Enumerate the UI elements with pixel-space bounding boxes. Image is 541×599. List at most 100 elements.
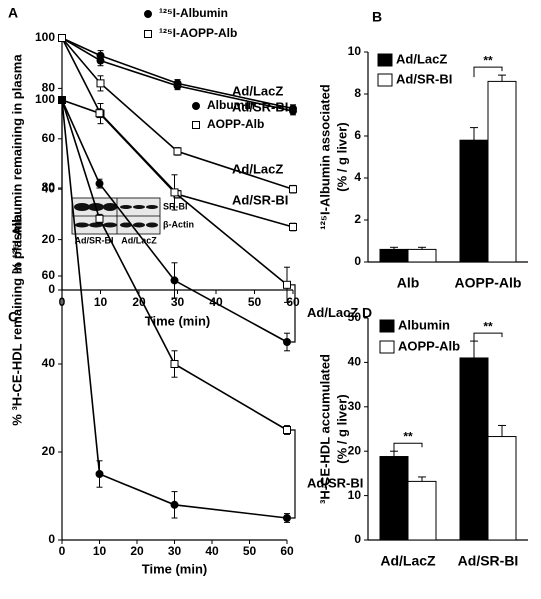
y-tick-label: 30 [348,399,362,413]
x-tick-label: 50 [243,544,257,558]
legend-swatch [379,340,395,354]
y-axis-label: ¹²⁵I-Albumin associated [317,84,332,230]
x-tick-label: 10 [94,295,108,309]
marker [289,223,297,231]
significance-label: ** [403,429,413,443]
curve-label: Ad/LacZ [232,161,283,176]
marker [170,360,179,368]
legend-marker [192,102,200,110]
legend-label: Albumin [207,98,255,112]
marker [95,214,104,223]
y-tick-label: 20 [348,443,362,457]
marker [289,107,297,116]
panel-label: D [362,305,372,321]
legend-label: AOPP-Alb [207,117,264,131]
blot-column-label: Ad/SR-BI [75,235,114,245]
y-tick-label: 20 [42,444,56,458]
x-tick-label: Alb [397,275,420,291]
x-tick-label: 0 [59,544,66,558]
y-tick-label: 6 [354,128,361,142]
line [61,99,288,519]
legend-swatch [377,73,393,87]
legend-label: ¹²⁵I-AOPP-Alb [159,26,237,40]
line [61,99,288,286]
marker [95,179,104,188]
y-tick-label: 80 [42,81,56,95]
x-axis-label: Time (min) [142,561,208,576]
marker [95,109,104,118]
line [61,37,294,190]
line [61,37,294,112]
y-tick-label: 40 [42,181,56,195]
x-tick-label: 50 [248,295,262,309]
y-tick-label: 20 [42,232,56,246]
marker [58,34,66,42]
legend-marker [144,30,152,38]
marker [170,500,179,509]
y-tick-label: 100 [35,92,55,106]
bar [379,456,409,541]
y-tick-label: 50 [348,310,362,324]
legend-label: Albumin [398,317,450,332]
y-tick-label: 8 [354,86,361,100]
marker [170,276,179,285]
line [61,99,288,343]
y-tick-label: 40 [42,356,56,370]
significance-bracket [393,442,423,454]
bar [487,80,517,263]
y-tick-label: 4 [354,170,361,184]
blot-bands [74,203,158,228]
y-axis-label: ³H-CE-HDL accumulated [317,354,332,504]
y-axis-label: % ³H-CE-HDL remaining in plasma [9,214,24,426]
significance-bracket [473,66,503,78]
panel-label: B [372,9,382,25]
x-tick-label: 30 [171,295,185,309]
x-tick-label: AOPP-Alb [455,275,522,291]
blot-row-label: β-Actin [163,219,194,229]
y-tick-label: 0 [48,282,55,296]
y-tick-label: 80 [42,180,56,194]
legend-label: Ad/SR-BI [396,71,452,86]
marker [283,514,291,522]
panel-label: C [8,309,18,325]
marker [58,96,66,104]
marker [283,280,291,289]
line [61,99,288,431]
blot-column-label: Ad/LacZ [121,235,157,245]
marker [95,470,104,478]
bracket [291,284,296,343]
y-axis-label: (% / g liver) [334,122,349,191]
y-tick-label: 10 [348,488,362,502]
y-tick-label: 0 [48,532,55,546]
bar [459,357,489,541]
y-tick-label: 100 [35,30,55,44]
y-axis-label: (% / g liver) [334,394,349,463]
x-axis-label: Time (min) [145,313,211,328]
bracket-label: Ad/SR-BI [307,475,363,490]
western-blot [71,197,161,235]
line [61,37,294,110]
x-tick-label: Ad/LacZ [380,553,436,569]
blot-row-label: SR-BI [163,201,188,211]
bracket [291,429,296,519]
marker [173,147,182,156]
y-tick-label: 60 [42,268,56,282]
marker [283,426,291,434]
x-tick-label: 30 [168,544,182,558]
bar [379,248,409,263]
x-tick-label: 20 [132,295,146,309]
legend-label: AOPP-Alb [398,338,460,353]
x-tick-label: 60 [286,295,300,309]
marker [96,79,105,88]
marker [170,188,179,197]
marker [289,185,297,194]
x-tick-label: Ad/SR-BI [458,553,519,569]
marker [96,56,105,65]
marker [283,338,291,346]
significance-label: ** [483,319,493,333]
x-tick-label: 20 [130,544,144,558]
x-tick-label: 40 [205,544,219,558]
bracket-label: Ad/LacZ [307,305,358,320]
y-axis-label: % ¹²⁵I-Albumin remaining in plasma [9,54,24,274]
